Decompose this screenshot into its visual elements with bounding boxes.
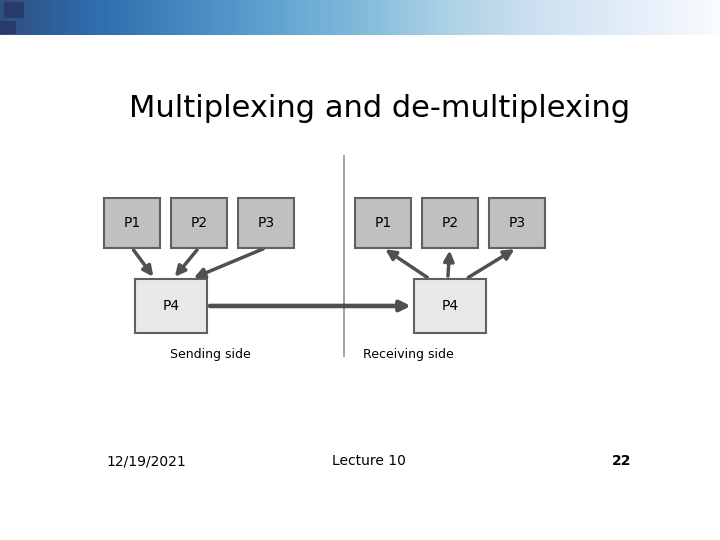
Text: P1: P1 <box>123 216 140 230</box>
FancyBboxPatch shape <box>238 198 294 248</box>
FancyBboxPatch shape <box>489 198 545 248</box>
Text: Sending side: Sending side <box>170 348 251 361</box>
FancyBboxPatch shape <box>135 279 207 333</box>
Text: P3: P3 <box>257 216 274 230</box>
Text: P3: P3 <box>508 216 526 230</box>
Text: 12/19/2021: 12/19/2021 <box>107 454 186 468</box>
Text: Receiving side: Receiving side <box>363 348 454 361</box>
Text: P1: P1 <box>374 216 392 230</box>
FancyBboxPatch shape <box>414 279 486 333</box>
FancyBboxPatch shape <box>0 21 16 35</box>
FancyBboxPatch shape <box>355 198 411 248</box>
Text: P2: P2 <box>441 216 459 230</box>
FancyBboxPatch shape <box>422 198 478 248</box>
FancyBboxPatch shape <box>171 198 227 248</box>
Text: P4: P4 <box>441 299 459 313</box>
Text: 22: 22 <box>612 454 631 468</box>
FancyBboxPatch shape <box>4 2 24 17</box>
Text: Lecture 10: Lecture 10 <box>332 454 406 468</box>
FancyBboxPatch shape <box>104 198 160 248</box>
Text: Multiplexing and de-multiplexing: Multiplexing and de-multiplexing <box>129 94 630 123</box>
Text: P4: P4 <box>162 299 179 313</box>
Text: P2: P2 <box>190 216 207 230</box>
